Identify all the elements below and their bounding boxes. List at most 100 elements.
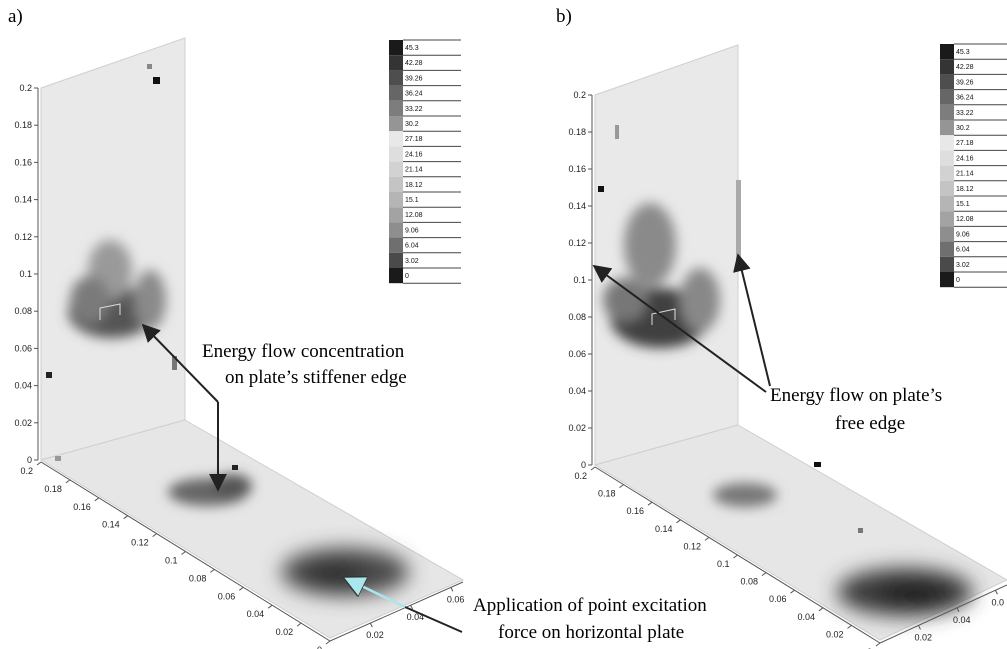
depth-tick-label: 0.04 — [247, 609, 265, 619]
legend-label: 30.2 — [405, 121, 419, 128]
legend-swatch — [940, 89, 954, 105]
vertical-tick-label: 0 — [27, 455, 32, 465]
legend-swatch — [389, 176, 403, 192]
depth-tick-label: 0.16 — [626, 506, 644, 516]
depth-tick-mark — [152, 533, 157, 537]
vertical-tick-label: 0.2 — [573, 90, 586, 100]
panel-b-annotation-free-edge: Energy flow on plate’s free edge — [592, 253, 942, 434]
legend-label: 39.26 — [405, 75, 423, 82]
panel-b-label: b) — [556, 6, 572, 27]
panel-a-annotation-excitation: Application of point excitation force on… — [345, 578, 707, 643]
width-tick-mark — [918, 625, 921, 630]
legend-label: 0 — [405, 273, 409, 280]
vertical-tick-label: 0.02 — [568, 423, 586, 433]
panel-a: a) — [8, 6, 707, 649]
panel-b-horizontal-plate — [593, 424, 1007, 641]
depth-tick-mark — [239, 586, 244, 591]
legend-swatch — [940, 74, 954, 90]
depth-tick-mark — [210, 569, 215, 573]
depth-tick-mark — [267, 604, 273, 609]
vertical-tick-label: 0.08 — [568, 312, 586, 322]
legend-label: 9.06 — [405, 227, 419, 234]
depth-tick-label: 0.06 — [218, 591, 236, 601]
depth-tick-label: 0.16 — [73, 502, 91, 512]
vertical-tick-label: 0.02 — [14, 418, 32, 428]
vertical-tick-label: 0.16 — [14, 157, 32, 167]
width-tick-label: 0.02 — [366, 630, 384, 640]
panel-a-depth-axis: 0.2 0.18 0.16 0.14 0.12 0.1 0.08 0.06 0.04 0.02 0 — [20, 461, 331, 649]
vertical-tick-label: 0.12 — [14, 232, 32, 242]
legend-swatch — [389, 55, 403, 71]
width-tick-mark — [369, 622, 373, 628]
panel-a-label: a) — [8, 6, 23, 27]
depth-tick-mark — [818, 607, 824, 612]
panel-b-vertical-plate — [594, 44, 741, 466]
legend-swatch — [940, 211, 954, 227]
legend-swatch — [940, 165, 954, 181]
legend-swatch — [940, 44, 954, 60]
depth-tick-label: 0.2 — [574, 471, 587, 481]
legend-swatch — [940, 104, 954, 120]
legend-swatch — [389, 146, 403, 162]
legend-swatch — [389, 100, 403, 116]
depth-tick-label: 0.06 — [769, 594, 787, 604]
width-tick-label: 0.06 — [447, 594, 465, 604]
depth-tick-mark — [790, 589, 795, 594]
panel-b-vertical-axis: 0 0.02 0.04 0.06 0.08 0.1 0.12 0.14 0.16 0.18 0.2 — [568, 90, 593, 470]
legend-swatch — [940, 120, 954, 136]
width-tick-label: 0.04 — [953, 615, 971, 625]
legend-label: 27.18 — [405, 136, 423, 143]
legend-label: 36.24 — [405, 91, 423, 98]
legend-label: 36.24 — [956, 95, 974, 102]
depth-tick-mark — [733, 554, 738, 559]
depth-tick-mark — [325, 640, 331, 645]
legend-label: 42.28 — [405, 60, 423, 67]
legend-swatch — [389, 252, 403, 268]
legend-label: 0 — [956, 277, 960, 284]
depth-tick-label: 0 — [317, 645, 322, 649]
legend-swatch — [389, 237, 403, 253]
legend-swatch — [940, 150, 954, 166]
legend-swatch — [389, 161, 403, 177]
depth-tick-label: 0.18 — [598, 489, 616, 499]
depth-tick-label: 0.02 — [826, 629, 844, 639]
vertical-tick-label: 0.14 — [568, 201, 586, 211]
vertical-tick-label: 0.04 — [14, 381, 32, 391]
depth-tick-label: 0.2 — [20, 466, 33, 476]
legend-label: 12.08 — [405, 212, 423, 219]
panel-a-width-axis: 0.02 0.04 0.06 — [329, 581, 465, 642]
vertical-tick-label: 0.08 — [14, 306, 32, 316]
depth-tick-mark — [761, 572, 767, 576]
legend-label: 42.28 — [956, 64, 974, 71]
legend-label: 3.02 — [405, 258, 419, 265]
depth-tick-mark — [296, 622, 302, 627]
depth-tick-mark — [94, 497, 100, 502]
panel-b: b) — [556, 6, 1007, 649]
legend-label: 45.3 — [405, 45, 419, 52]
legend-label: 33.22 — [956, 110, 974, 117]
annotation-free-edge-line2: free edge — [835, 413, 905, 434]
vertical-tick-label: 0.2 — [19, 83, 32, 93]
vertical-tick-label: 0.12 — [568, 238, 586, 248]
legend-swatch — [940, 256, 954, 272]
vertical-tick-label: 0.16 — [568, 164, 586, 174]
depth-tick-label: 0.04 — [797, 612, 815, 622]
legend-swatch — [940, 135, 954, 151]
legend-swatch — [940, 241, 954, 257]
vertical-tick-label: 0.04 — [568, 386, 586, 396]
legend-swatch — [940, 226, 954, 242]
legend-label: 30.2 — [956, 125, 970, 132]
depth-tick-mark — [36, 461, 42, 466]
legend-swatch — [389, 40, 403, 56]
vertical-tick-label: 0.1 — [19, 269, 32, 279]
legend-label: 15.1 — [956, 201, 970, 208]
depth-tick-label: 0.08 — [740, 577, 758, 587]
legend-label: 39.26 — [956, 79, 974, 86]
legend-swatch — [940, 59, 954, 75]
depth-tick-label: 0.08 — [189, 573, 207, 583]
depth-tick-label: 0.14 — [655, 524, 673, 534]
legend-label: 24.16 — [956, 155, 974, 162]
legend-label: 12.08 — [956, 216, 974, 223]
vertical-tick-label: 0.14 — [14, 195, 32, 205]
